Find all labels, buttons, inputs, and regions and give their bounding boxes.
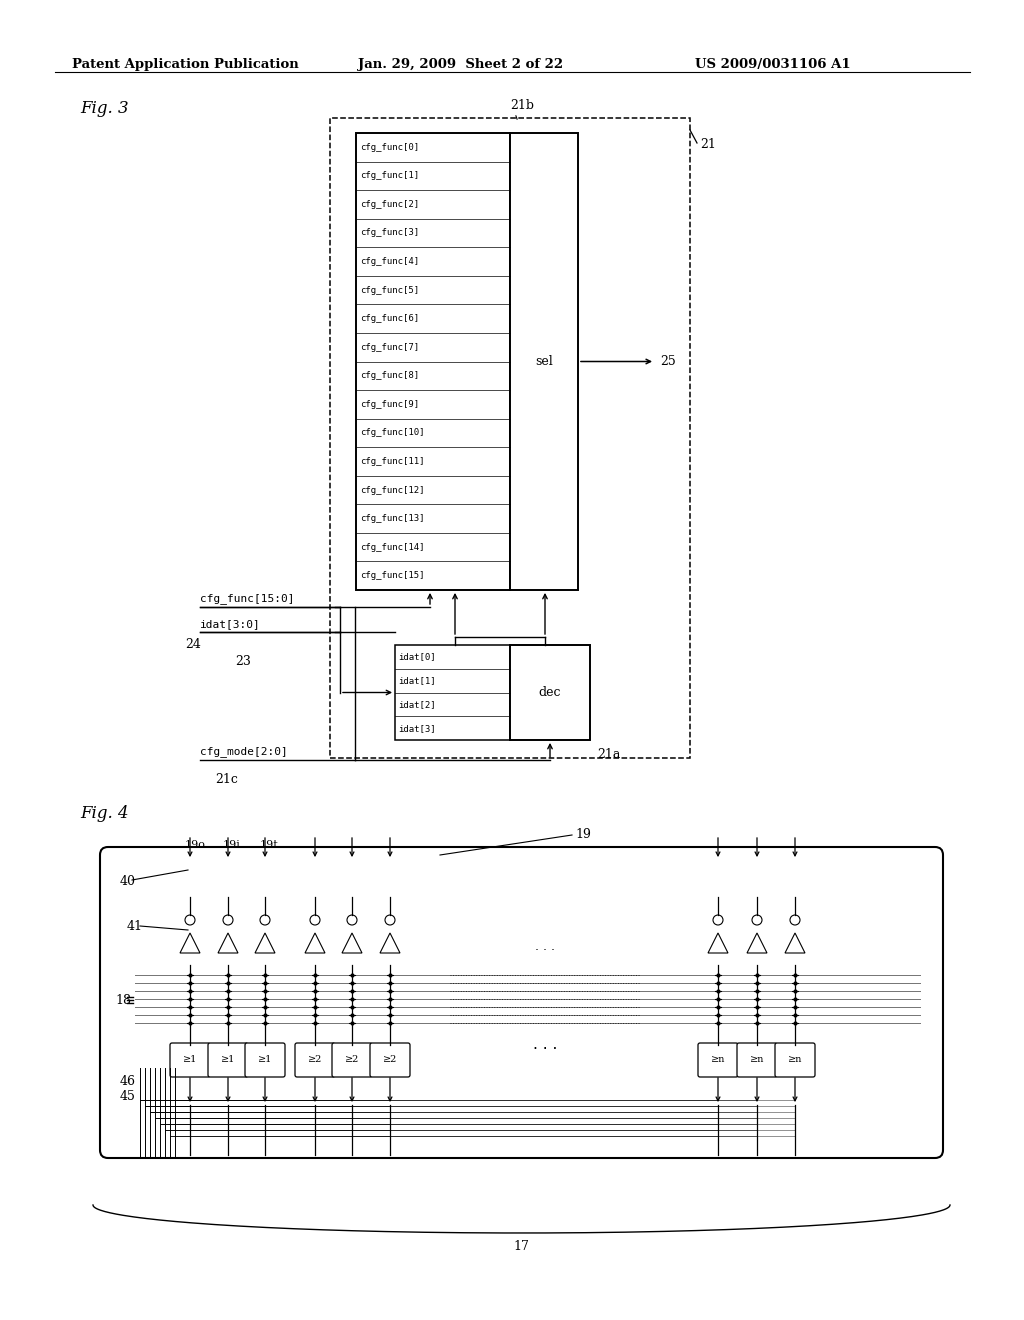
FancyBboxPatch shape: [737, 1043, 777, 1077]
Text: 21a: 21a: [597, 748, 621, 762]
Text: idat[0]: idat[0]: [398, 652, 435, 661]
Text: cfg_func[14]: cfg_func[14]: [360, 543, 425, 552]
Text: cfg_func[10]: cfg_func[10]: [360, 429, 425, 437]
FancyBboxPatch shape: [698, 1043, 738, 1077]
Text: cfg_func[4]: cfg_func[4]: [360, 257, 419, 267]
Text: 19i: 19i: [223, 840, 241, 850]
Text: cfg_func[15:0]: cfg_func[15:0]: [200, 593, 295, 605]
Text: 45: 45: [120, 1090, 136, 1104]
Text: cfg_func[8]: cfg_func[8]: [360, 371, 419, 380]
Text: ≥1: ≥1: [221, 1056, 236, 1064]
Bar: [330, 117, 690, 758]
Circle shape: [310, 915, 319, 925]
Text: cfg_func[15]: cfg_func[15]: [360, 572, 425, 581]
Text: idat[2]: idat[2]: [398, 700, 435, 709]
Text: dec: dec: [539, 686, 561, 700]
Text: · · ·: · · ·: [532, 1043, 557, 1057]
Text: Fig. 3: Fig. 3: [80, 100, 129, 117]
Text: 21b: 21b: [510, 99, 534, 112]
Text: cfg_func[5]: cfg_func[5]: [360, 285, 419, 294]
Text: Fig. 4: Fig. 4: [80, 805, 129, 822]
Polygon shape: [218, 933, 238, 953]
Circle shape: [260, 915, 270, 925]
Circle shape: [185, 915, 195, 925]
Text: cfg_func[3]: cfg_func[3]: [360, 228, 419, 238]
Text: 18: 18: [115, 994, 131, 1006]
Text: cfg_func[2]: cfg_func[2]: [360, 199, 419, 209]
Bar: [395, 645, 510, 741]
Text: sel: sel: [536, 355, 553, 368]
Bar: [356, 133, 510, 590]
Text: cfg_func[9]: cfg_func[9]: [360, 400, 419, 409]
FancyBboxPatch shape: [775, 1043, 815, 1077]
Text: ≥2: ≥2: [308, 1056, 323, 1064]
Circle shape: [223, 915, 233, 925]
Text: ≥n: ≥n: [750, 1056, 764, 1064]
Polygon shape: [342, 933, 362, 953]
FancyBboxPatch shape: [370, 1043, 410, 1077]
Text: 40: 40: [120, 875, 136, 888]
Text: cfg_func[11]: cfg_func[11]: [360, 457, 425, 466]
Text: cfg_func[6]: cfg_func[6]: [360, 314, 419, 323]
Polygon shape: [785, 933, 805, 953]
Text: Jan. 29, 2009  Sheet 2 of 22: Jan. 29, 2009 Sheet 2 of 22: [358, 58, 563, 71]
Circle shape: [790, 915, 800, 925]
Text: cfg_func[12]: cfg_func[12]: [360, 486, 425, 495]
Text: ≥1: ≥1: [258, 1056, 272, 1064]
Text: idat[3]: idat[3]: [398, 723, 435, 733]
Text: cfg_func[1]: cfg_func[1]: [360, 172, 419, 181]
Text: ≥2: ≥2: [345, 1056, 359, 1064]
Text: 21: 21: [700, 139, 716, 150]
Text: 17: 17: [514, 1239, 529, 1253]
Text: cfg_mode[2:0]: cfg_mode[2:0]: [200, 746, 288, 756]
Polygon shape: [380, 933, 400, 953]
Text: Patent Application Publication: Patent Application Publication: [72, 58, 299, 71]
Text: 23: 23: [234, 655, 251, 668]
Polygon shape: [305, 933, 325, 953]
Polygon shape: [708, 933, 728, 953]
Text: US 2009/0031106 A1: US 2009/0031106 A1: [695, 58, 851, 71]
Text: idat[1]: idat[1]: [398, 676, 435, 685]
Text: 46: 46: [120, 1074, 136, 1088]
FancyBboxPatch shape: [245, 1043, 285, 1077]
Bar: [510, 645, 590, 741]
Circle shape: [752, 915, 762, 925]
FancyBboxPatch shape: [295, 1043, 335, 1077]
Polygon shape: [255, 933, 275, 953]
Text: 25: 25: [660, 355, 676, 368]
Polygon shape: [180, 933, 200, 953]
Bar: [510, 133, 578, 590]
Circle shape: [347, 915, 357, 925]
Text: cfg_func[7]: cfg_func[7]: [360, 343, 419, 351]
Text: 21c: 21c: [215, 774, 238, 785]
Text: idat[3:0]: idat[3:0]: [200, 619, 261, 630]
Text: · · ·: · · ·: [535, 944, 555, 957]
Text: 19: 19: [575, 828, 591, 841]
Text: 41: 41: [127, 920, 143, 933]
Circle shape: [385, 915, 395, 925]
FancyBboxPatch shape: [332, 1043, 372, 1077]
Text: cfg_func[13]: cfg_func[13]: [360, 513, 425, 523]
Text: cfg_func[0]: cfg_func[0]: [360, 143, 419, 152]
Text: 19o: 19o: [185, 840, 206, 850]
FancyBboxPatch shape: [170, 1043, 210, 1077]
Polygon shape: [746, 933, 767, 953]
FancyBboxPatch shape: [208, 1043, 248, 1077]
FancyBboxPatch shape: [100, 847, 943, 1158]
Circle shape: [713, 915, 723, 925]
Text: 19t: 19t: [260, 840, 279, 850]
Text: ≥n: ≥n: [711, 1056, 725, 1064]
Text: ≥n: ≥n: [787, 1056, 802, 1064]
Text: ≥2: ≥2: [383, 1056, 397, 1064]
Text: ≥1: ≥1: [183, 1056, 198, 1064]
Text: 24: 24: [185, 638, 201, 651]
